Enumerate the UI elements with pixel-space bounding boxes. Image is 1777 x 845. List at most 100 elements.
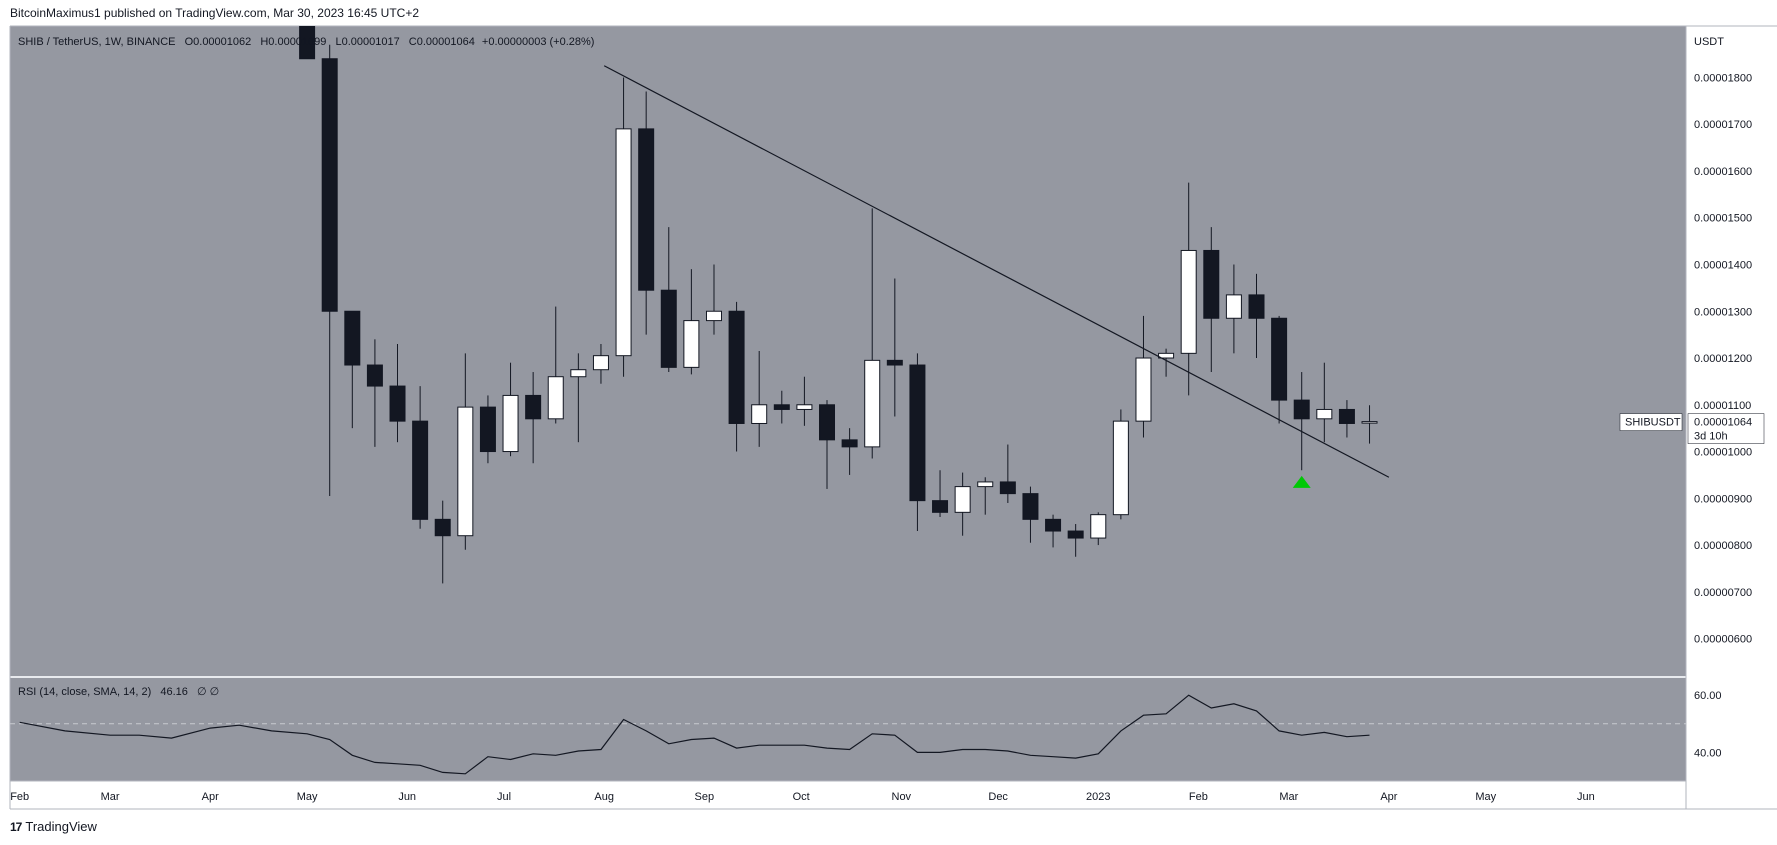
price-tick-label: 0.00001200	[1694, 353, 1752, 365]
candle[interactable]	[1248, 273, 1265, 359]
candle[interactable]	[1225, 264, 1242, 354]
candle[interactable]	[344, 310, 361, 429]
candle-body-down	[728, 310, 745, 424]
price-pane[interactable]	[10, 26, 1686, 676]
candle-body-down	[412, 420, 429, 520]
candle[interactable]	[660, 227, 677, 373]
time-tick-label: Mar	[101, 791, 120, 803]
candle-body-down	[299, 26, 316, 60]
candle-body-up	[705, 310, 722, 322]
candle[interactable]	[1203, 227, 1220, 373]
candle[interactable]	[705, 264, 722, 335]
candle-body-down	[932, 500, 949, 513]
candle[interactable]	[1135, 315, 1152, 438]
candle[interactable]	[1180, 182, 1197, 396]
candle[interactable]	[954, 472, 971, 536]
buy-signal-arrow-icon	[1292, 475, 1311, 488]
last-price-symbol-box	[1619, 413, 1683, 431]
price-axis[interactable]	[1686, 26, 1777, 781]
candle-body-up	[1112, 420, 1129, 516]
footer-brand[interactable]: 17 TradingView	[10, 819, 97, 834]
candle[interactable]	[1361, 405, 1378, 444]
last-price-box	[1687, 413, 1765, 444]
candle[interactable]	[479, 395, 496, 464]
last-price-symbol: SHIBUSDT	[1625, 417, 1681, 429]
candle[interactable]	[1158, 348, 1175, 377]
candle-body-down	[638, 128, 655, 291]
candle-body-up	[977, 481, 994, 488]
rsi-pane[interactable]	[10, 678, 1686, 781]
change-value: +0.00000003 (+0.28%)	[482, 36, 595, 48]
close-label: C	[409, 36, 417, 48]
candle[interactable]	[1112, 409, 1129, 520]
candle[interactable]	[773, 390, 790, 424]
candle-body-up	[1090, 514, 1107, 539]
candle-body-down	[841, 439, 858, 448]
candle[interactable]	[299, 0, 316, 60]
candle-body-down	[1338, 408, 1355, 424]
candle[interactable]	[570, 353, 587, 443]
candle-body-down	[1271, 317, 1288, 401]
candle-body-down	[909, 364, 926, 502]
candle-body-down	[389, 385, 406, 422]
candle[interactable]	[977, 477, 994, 515]
rsi-legend[interactable]: RSI (14, close, SMA, 14, 2) 46.16 ∅ ∅	[18, 686, 219, 698]
candle[interactable]	[819, 400, 836, 489]
candle[interactable]	[457, 353, 474, 550]
candle[interactable]	[932, 470, 949, 518]
candle-body-up	[954, 486, 971, 513]
candle[interactable]	[321, 44, 338, 496]
candle[interactable]	[683, 269, 700, 375]
candle[interactable]	[1022, 486, 1039, 543]
candle[interactable]	[1316, 362, 1333, 443]
candle[interactable]	[796, 376, 813, 426]
candle[interactable]	[1090, 512, 1107, 546]
candle[interactable]	[1067, 524, 1084, 557]
candle[interactable]	[502, 362, 519, 457]
time-tick-label: Apr	[1380, 791, 1397, 803]
candle[interactable]	[728, 301, 745, 452]
candle-body-up	[615, 128, 632, 357]
candle-body-down	[1293, 399, 1310, 420]
price-tick-label: 0.00001700	[1694, 119, 1752, 131]
descending-trendline[interactable]	[603, 65, 1390, 478]
time-tick-label: Aug	[594, 791, 614, 803]
candle-body-up	[592, 355, 609, 371]
symbol-legend[interactable]: SHIB / TetherUS, 1W, BINANCE O0.00001062…	[18, 36, 594, 48]
candle[interactable]	[389, 343, 406, 443]
candle[interactable]	[841, 428, 858, 475]
time-tick-label: 2023	[1086, 791, 1110, 803]
candle[interactable]	[638, 91, 655, 335]
bar-countdown: 3d 10h	[1694, 431, 1728, 443]
candle[interactable]	[412, 386, 429, 529]
candle[interactable]	[864, 208, 881, 459]
candle[interactable]	[1338, 400, 1355, 438]
candle[interactable]	[886, 278, 903, 417]
last-price-value: 0.00001064	[1694, 417, 1752, 429]
candle-body-up	[1135, 357, 1152, 422]
candle[interactable]	[909, 353, 926, 532]
candle[interactable]	[547, 306, 564, 424]
candle[interactable]	[1045, 514, 1062, 548]
candle[interactable]	[999, 444, 1016, 503]
candle[interactable]	[1271, 315, 1288, 424]
candle[interactable]	[592, 343, 609, 384]
candle-body-up	[683, 320, 700, 368]
candle[interactable]	[525, 372, 542, 464]
price-tick-label: 0.00000700	[1694, 587, 1752, 599]
candle[interactable]	[1293, 372, 1310, 471]
time-tick-label: May	[1475, 791, 1496, 803]
candle[interactable]	[751, 351, 768, 447]
open-label: O	[185, 36, 194, 48]
candle-body-down	[479, 406, 496, 453]
candle[interactable]	[366, 339, 383, 447]
trendline-layer	[603, 65, 1390, 488]
price-tick-label: 0.00001800	[1694, 72, 1752, 84]
candle[interactable]	[615, 77, 632, 377]
candle-body-down	[999, 481, 1016, 495]
candle-body-up	[1225, 294, 1242, 319]
candle[interactable]	[434, 500, 451, 584]
high-label: H	[260, 36, 268, 48]
close-value: 0.00001064	[417, 36, 475, 48]
